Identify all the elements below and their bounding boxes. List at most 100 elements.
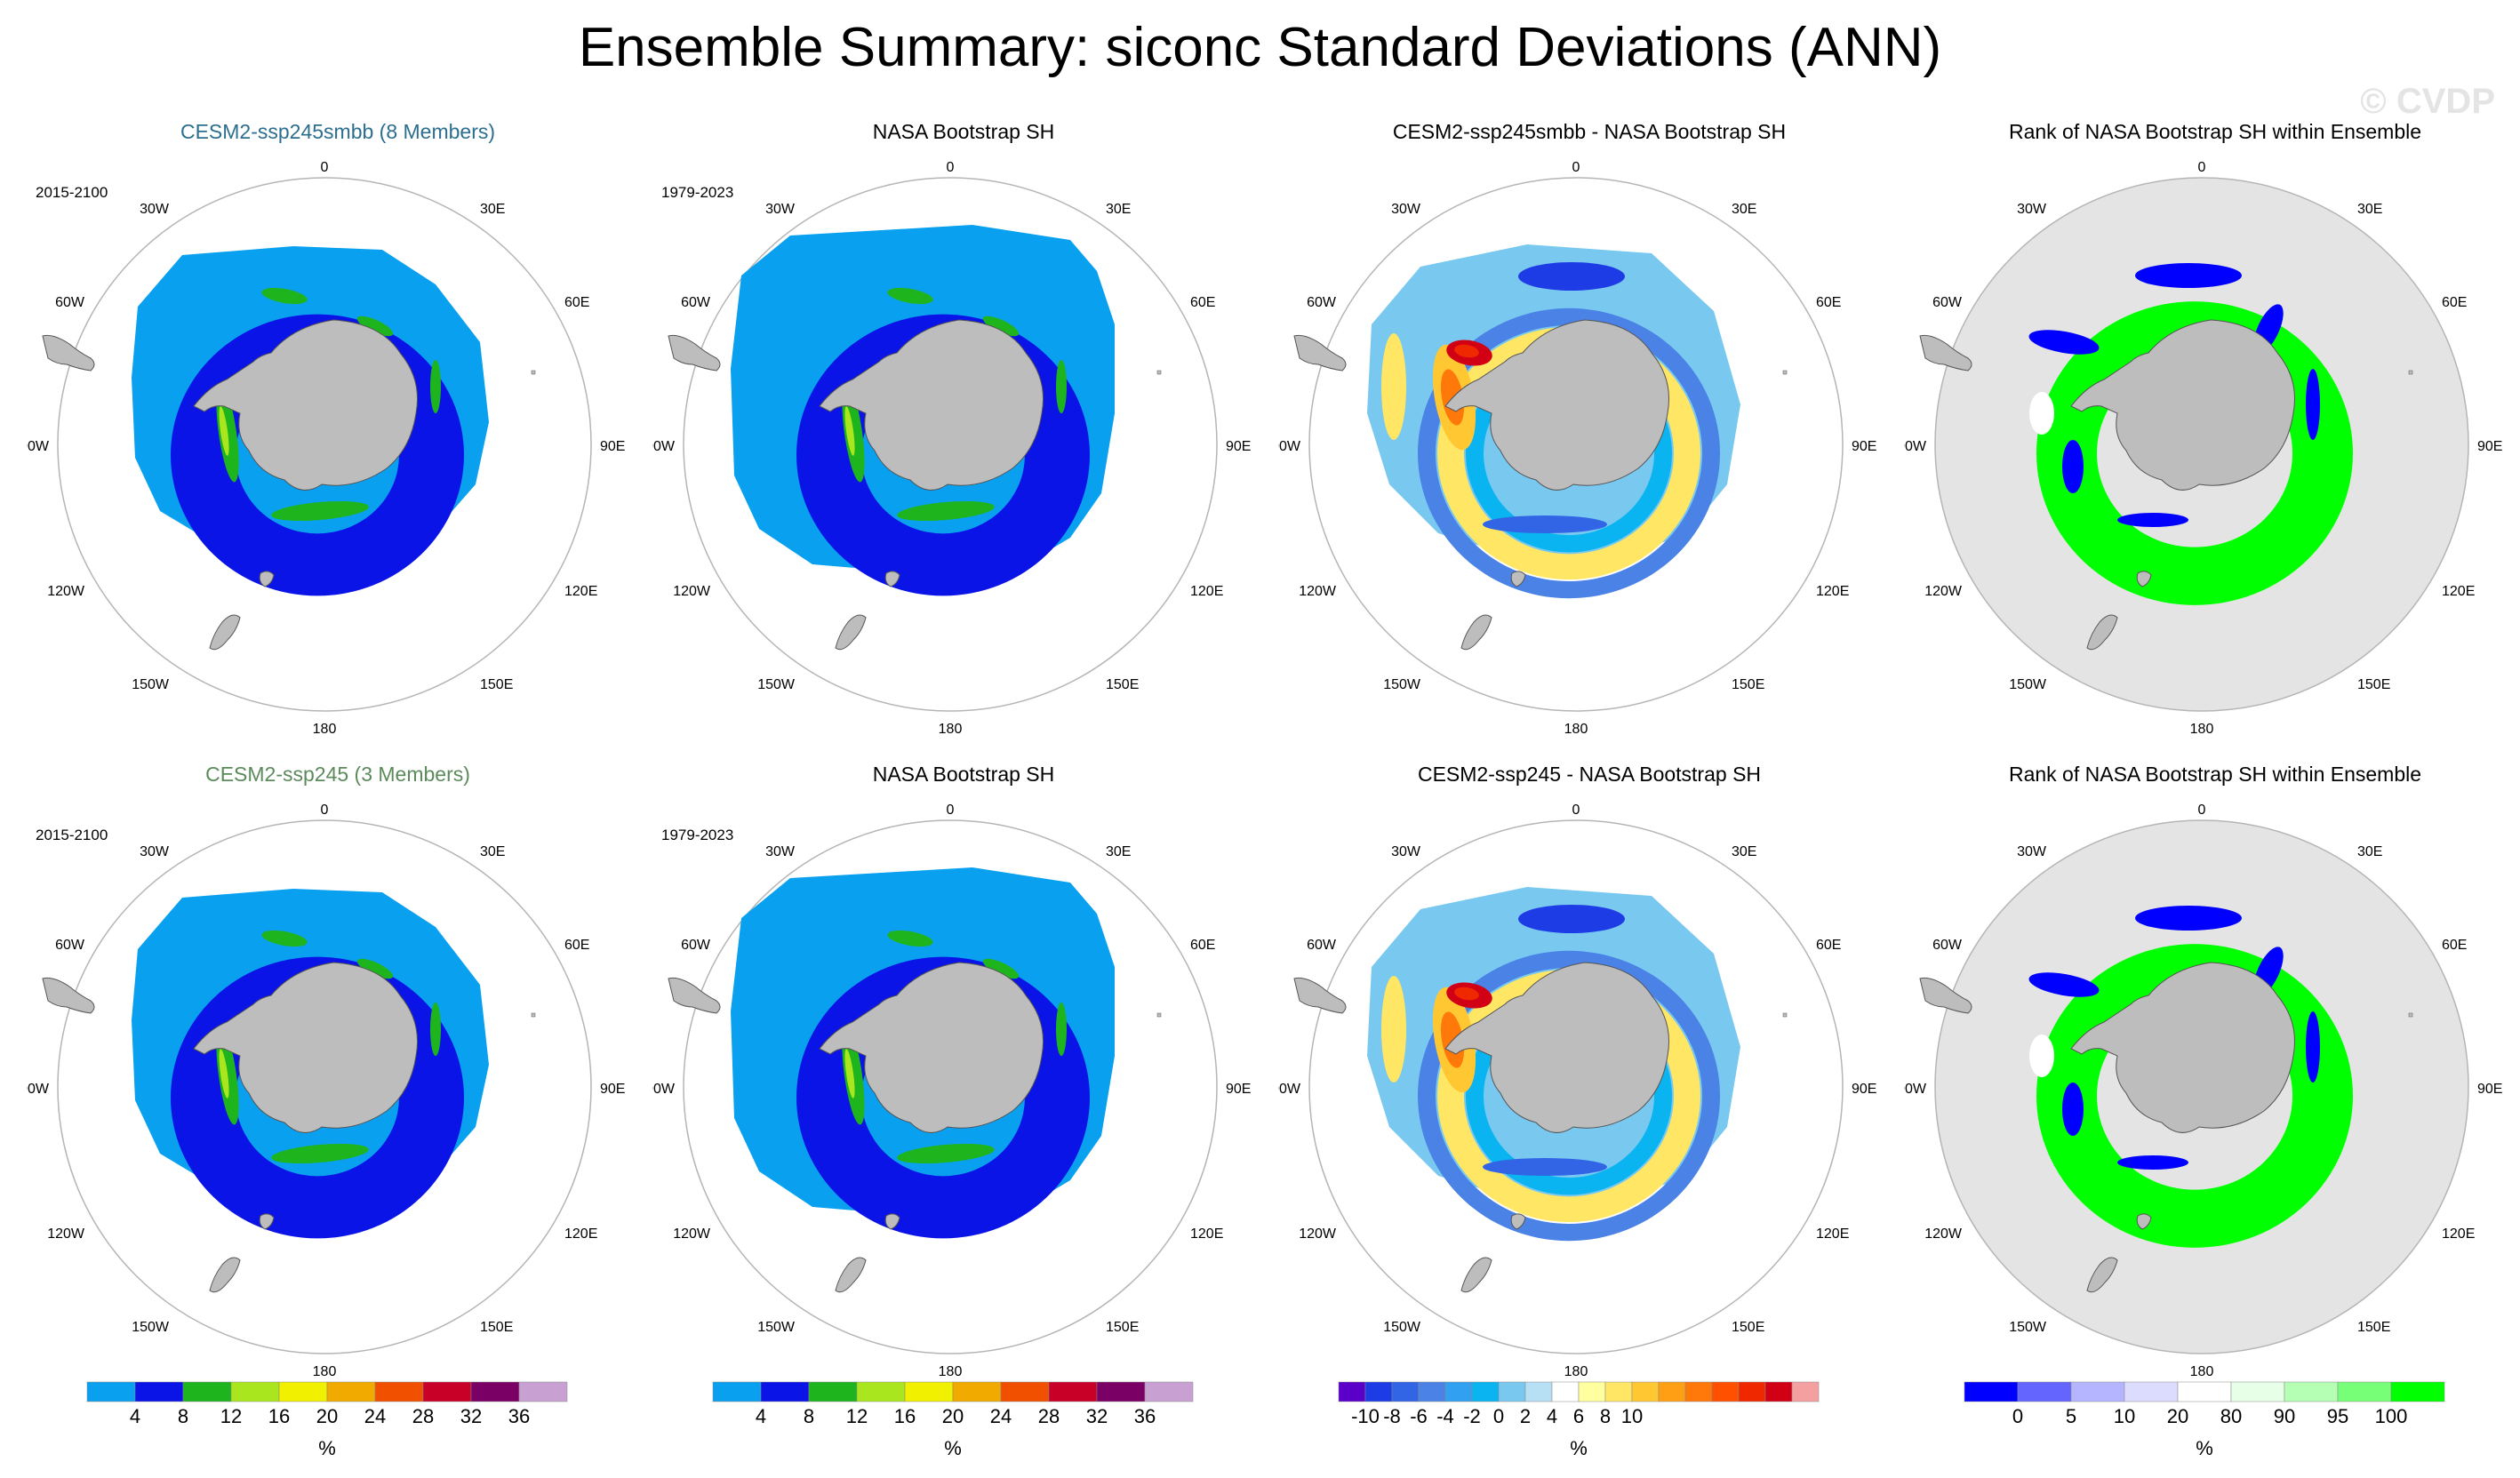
std-patch-8-12 — [1056, 1003, 1067, 1056]
lon-label-180: 180 — [313, 722, 337, 737]
lon-label-90e: 90E — [2477, 1082, 2502, 1097]
lon-label-90e: 90E — [1226, 439, 1251, 454]
rank-band-0-5 — [2062, 440, 2084, 493]
colorbar-tick-label: 24 — [364, 1405, 386, 1427]
lon-label-120w: 120W — [1924, 1226, 1963, 1242]
lon-label-60e: 60E — [1190, 295, 1215, 310]
colorbar-diff: -10 -8 -6 -4 -2 0 2 4 6 8 10% — [1338, 1381, 1820, 1462]
colorbar-swatch — [1000, 1381, 1050, 1402]
colorbar-swatch — [1631, 1381, 1660, 1402]
kerguelen-island — [1156, 1012, 1162, 1018]
panel-title: Rank of NASA Bootstrap SH within Ensembl… — [2008, 763, 2422, 786]
std-patch-8-12 — [982, 958, 1020, 979]
colorbar-swatch — [1144, 1381, 1194, 1402]
tasmania-landmass — [884, 571, 900, 587]
polar-map: 0 30E 60E 90E 120E 150E 180 150W 120W 90W 60W 30W — [27, 160, 625, 737]
lon-label-120w: 120W — [47, 1226, 85, 1242]
colorbar-swatch — [374, 1381, 424, 1402]
lon-label-90w: 90W — [1278, 1082, 1301, 1097]
new-zealand-landmass — [209, 1257, 241, 1293]
lon-label-0: 0 — [321, 803, 329, 818]
polar-map: 0 30E 60E 90E 120E 150E 180 150W 120W 90W 60W 30W — [1904, 803, 2502, 1379]
lon-label-150e: 150E — [2357, 1320, 2390, 1335]
rank-band-20-80 — [2029, 392, 2054, 435]
antarctica-landmass — [819, 319, 1044, 491]
lon-label-120e: 120E — [1816, 584, 1849, 599]
lon-label-0: 0 — [1572, 803, 1580, 818]
south-america-landmass — [668, 334, 721, 371]
colorbar-swatch — [1444, 1381, 1473, 1402]
colorbar-tick-label: 4 — [1547, 1405, 1557, 1427]
panel-title: CESM2-ssp245smbb (8 Members) — [180, 120, 496, 143]
colorbar-swatch — [2017, 1381, 2072, 1402]
lon-label-30w: 30W — [765, 844, 796, 859]
colorbar-swatch — [856, 1381, 906, 1402]
polar-map: 0 30E 60E 90E 120E 150E 180 150W 120W 90W 60W 30W — [652, 803, 1251, 1379]
diff-band-neg6-neg4 — [1483, 515, 1607, 533]
colorbar-tick-label: 90 — [2274, 1405, 2295, 1427]
lon-label-90w: 90W — [652, 439, 676, 454]
lon-label-60e: 60E — [564, 938, 589, 953]
tasmania-landmass — [259, 571, 275, 587]
diff-band-neg8-neg6 — [1518, 905, 1625, 933]
kerguelen-island — [2408, 370, 2413, 375]
lon-label-0: 0 — [321, 160, 329, 175]
south-america-landmass — [42, 977, 95, 1014]
colorbar-swatch — [1684, 1381, 1713, 1402]
colorbar-unit: % — [944, 1437, 962, 1459]
colorbar-tick-label: 95 — [2327, 1405, 2348, 1427]
lon-label-120e: 120E — [2442, 1226, 2475, 1242]
lon-label-90w: 90W — [1278, 439, 1301, 454]
colorbar-tick-label: 28 — [412, 1405, 434, 1427]
lon-label-120w: 120W — [1299, 584, 1337, 599]
colorbar-swatch — [1391, 1381, 1420, 1402]
colorbar-tick-label: 20 — [942, 1405, 964, 1427]
rank-band-0-5 — [2028, 972, 2100, 997]
std-patch-8-12 — [887, 287, 933, 305]
colorbar-swatch — [1764, 1381, 1793, 1402]
colorbar-tick-label: 2 — [1520, 1405, 1531, 1427]
colorbar-swatch — [182, 1381, 232, 1402]
polar-map: 0 30E 60E 90E 120E 150E 180 150W 120W 90W 60W 30W — [1904, 160, 2502, 737]
colorbar-swatch — [1338, 1381, 1366, 1402]
colorbar-unit: % — [1570, 1437, 1588, 1459]
panel-title: CESM2-ssp245 - NASA Bootstrap SH — [1417, 763, 1762, 786]
kerguelen-island — [1782, 370, 1788, 375]
tasmania-landmass — [1510, 1213, 1526, 1230]
rank-band-20-80 — [2029, 1035, 2054, 1077]
colorbar-tick-label: 100 — [2375, 1405, 2408, 1427]
lon-label-60w: 60W — [1307, 295, 1337, 310]
colorbar-swatch — [1964, 1381, 2019, 1402]
colorbar-tick-label: -10 — [1351, 1405, 1380, 1427]
colorbar-swatch — [86, 1381, 136, 1402]
diff-band-2-4 — [1381, 333, 1406, 440]
lon-label-150e: 150E — [1106, 677, 1139, 692]
map-panel: Rank of NASA Bootstrap SH within Ensembl… — [1904, 120, 2520, 760]
lon-label-90e: 90E — [1226, 1082, 1251, 1097]
lon-label-0: 0 — [947, 160, 955, 175]
antarctica-landmass — [819, 962, 1044, 1133]
colorbar-unit: % — [2196, 1437, 2213, 1459]
rank-band-0-5 — [2028, 330, 2100, 355]
lon-label-30w: 30W — [1391, 844, 1421, 859]
lon-label-180: 180 — [1564, 1364, 1588, 1379]
lon-label-60w: 60W — [55, 295, 85, 310]
lon-label-150w: 150W — [132, 1320, 170, 1335]
lon-label-150w: 150W — [2009, 1320, 2047, 1335]
lon-label-120w: 120W — [47, 584, 85, 599]
lon-label-60e: 60E — [2442, 938, 2467, 953]
std-patch-12-16 — [219, 406, 229, 456]
colorbar-tick-label: 10 — [2114, 1405, 2135, 1427]
lon-label-30w: 30W — [140, 202, 170, 217]
kerguelen-island — [1782, 1012, 1788, 1018]
panel-title: NASA Bootstrap SH — [872, 763, 1055, 786]
lon-label-120w: 120W — [1299, 1226, 1337, 1242]
colorbar-tick-label: 4 — [130, 1405, 140, 1427]
new-zealand-landmass — [1460, 614, 1492, 651]
lon-label-180: 180 — [939, 1364, 963, 1379]
colorbar-tick-label: 12 — [220, 1405, 242, 1427]
colorbar-swatch — [1096, 1381, 1146, 1402]
date-range: 1979-2023 — [661, 827, 734, 843]
lon-label-150w: 150W — [132, 677, 170, 692]
colorbar-swatch — [2284, 1381, 2339, 1402]
